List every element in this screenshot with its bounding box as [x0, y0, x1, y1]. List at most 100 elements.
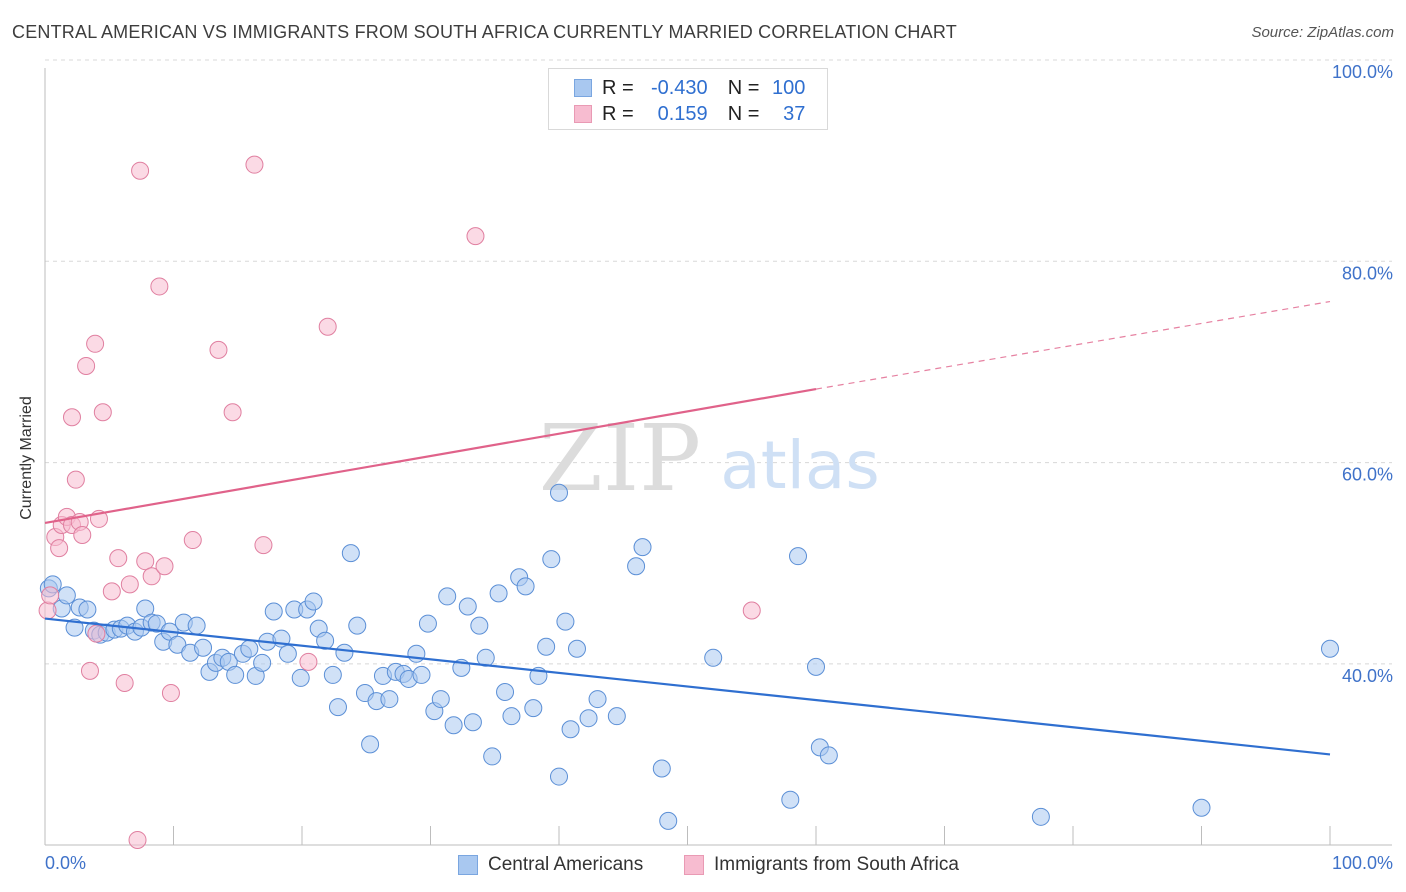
- point-central-americans: [561, 720, 580, 739]
- chart-title: CENTRAL AMERICAN VS IMMIGRANTS FROM SOUT…: [12, 22, 957, 42]
- point-central-americans: [789, 547, 808, 566]
- point-south-africa: [299, 652, 318, 671]
- point-central-americans: [1031, 807, 1050, 826]
- point-central-americans: [659, 811, 678, 830]
- watermark-atlas: atlas: [720, 427, 880, 504]
- point-south-africa: [245, 155, 264, 174]
- grid-lines: [45, 59, 1392, 665]
- point-central-americans: [819, 746, 838, 765]
- point-south-africa: [128, 830, 147, 849]
- stats-row-central-americans: R = -0.430 N = 100: [574, 75, 805, 101]
- stats-swatch-blue: [574, 79, 592, 97]
- point-south-africa: [155, 557, 174, 576]
- y-tick-label: 40.0%: [1342, 666, 1393, 686]
- r-value: 0.159: [657, 102, 708, 125]
- point-central-americans: [537, 637, 556, 656]
- point-central-americans: [502, 707, 521, 726]
- point-south-africa: [93, 403, 112, 422]
- stats-swatch-pink: [574, 105, 592, 123]
- point-central-americans: [78, 600, 97, 619]
- point-central-americans: [627, 557, 646, 576]
- point-central-americans: [444, 716, 463, 735]
- watermark: ZIP atlas: [539, 405, 880, 512]
- point-central-americans: [147, 614, 166, 633]
- point-central-americans: [470, 616, 489, 635]
- point-central-americans: [291, 668, 310, 687]
- point-south-africa: [80, 661, 99, 680]
- point-central-americans: [1192, 798, 1211, 817]
- legend-label: Immigrants from South Africa: [714, 854, 959, 875]
- point-south-africa: [87, 624, 106, 643]
- point-central-americans: [567, 639, 586, 658]
- point-central-americans: [412, 665, 431, 684]
- point-central-americans: [588, 690, 607, 709]
- n-value: 37: [783, 102, 806, 125]
- point-south-africa: [131, 161, 150, 180]
- legend-swatch-pink: [684, 855, 704, 875]
- x-tick-label: 0.0%: [45, 853, 86, 873]
- legend-swatch-blue: [458, 855, 478, 875]
- point-central-americans: [418, 614, 437, 633]
- point-central-americans: [328, 698, 347, 717]
- trend-line-south-africa: [44, 388, 817, 525]
- point-south-africa: [66, 470, 85, 489]
- point-central-americans: [489, 584, 508, 603]
- point-south-africa: [142, 567, 161, 586]
- trend-line-extension: [815, 300, 1331, 390]
- point-central-americans: [550, 483, 568, 502]
- y-tick-label: 80.0%: [1342, 263, 1393, 283]
- trend-lines: [44, 300, 1331, 756]
- point-south-africa: [120, 575, 139, 594]
- n-value: 100: [772, 76, 806, 99]
- point-south-africa: [161, 684, 180, 703]
- tick-labels: 40.0% 60.0% 80.0% 100.0% 0.0% 100.0%: [45, 62, 1393, 873]
- point-central-americans: [781, 790, 800, 809]
- point-south-africa: [254, 536, 273, 555]
- point-central-americans: [496, 683, 515, 702]
- point-central-americans: [438, 587, 457, 606]
- n-label: N =: [727, 76, 760, 99]
- point-south-africa: [742, 601, 761, 620]
- point-south-africa: [466, 227, 485, 246]
- point-central-americans: [348, 616, 367, 635]
- point-central-americans: [226, 665, 245, 684]
- point-central-americans: [476, 648, 495, 667]
- trend-line-central-americans: [44, 617, 1331, 756]
- point-south-africa: [183, 531, 202, 550]
- point-south-africa: [318, 317, 337, 336]
- y-tick-label: 60.0%: [1342, 465, 1393, 485]
- point-central-americans: [458, 597, 477, 616]
- point-central-americans: [607, 707, 626, 726]
- point-central-americans: [807, 657, 825, 676]
- point-central-americans: [187, 616, 206, 635]
- point-central-americans: [380, 690, 399, 709]
- point-central-americans: [168, 635, 187, 654]
- point-central-americans: [524, 699, 543, 718]
- r-label: R =: [602, 102, 634, 125]
- point-central-americans: [407, 644, 426, 663]
- point-central-americans: [550, 767, 568, 786]
- point-central-americans: [704, 648, 723, 667]
- point-central-americans: [253, 653, 272, 672]
- point-central-americans: [483, 747, 502, 766]
- point-south-africa: [109, 549, 128, 568]
- legend-item-central-americans[interactable]: Central Americans: [458, 852, 643, 878]
- point-central-americans: [556, 612, 575, 631]
- point-central-americans: [463, 713, 482, 732]
- stats-box: R = -0.430 N = 100 R = 0.159 N = 37: [548, 68, 828, 130]
- point-central-americans: [341, 544, 360, 563]
- point-central-americans: [264, 602, 283, 621]
- legend-item-south-africa[interactable]: Immigrants from South Africa: [684, 852, 959, 878]
- point-central-americans: [65, 618, 84, 637]
- point-south-africa: [136, 552, 155, 571]
- point-south-africa: [62, 408, 81, 427]
- point-central-americans: [57, 586, 76, 605]
- point-south-africa: [38, 601, 57, 620]
- point-south-africa: [102, 582, 121, 601]
- n-label: N =: [727, 102, 760, 125]
- source-label: Source: ZipAtlas.com: [1251, 24, 1394, 41]
- point-central-americans: [361, 735, 380, 754]
- point-central-americans: [323, 665, 342, 684]
- point-central-americans: [1321, 639, 1339, 658]
